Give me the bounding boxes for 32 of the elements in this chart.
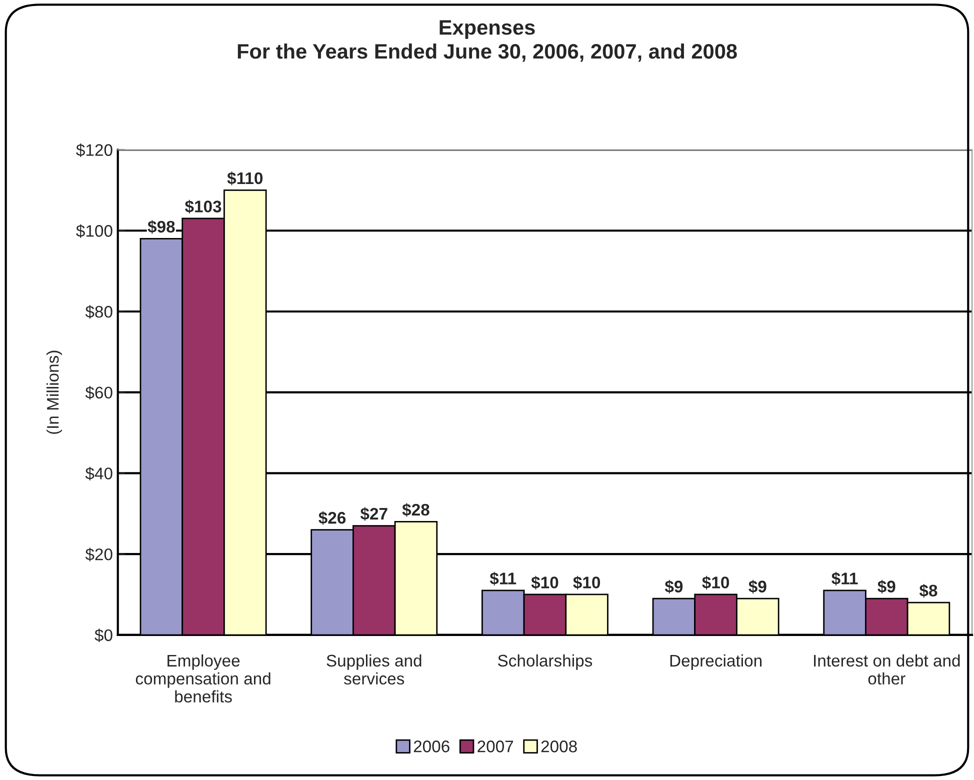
data-label: $110 — [227, 172, 263, 186]
y-tick-label: $120 — [76, 143, 112, 157]
x-tick-label: Supplies and services — [326, 654, 422, 685]
legend-label: 2007 — [478, 740, 514, 752]
x-tick-label: Interest on debt and other — [814, 654, 960, 685]
data-label: $10 — [702, 576, 730, 590]
data-label: $10 — [531, 576, 558, 590]
legend-label: 2006 — [414, 740, 450, 752]
x-tick-label: Employee compensation and benefits — [136, 654, 270, 703]
data-label: $26 — [318, 511, 346, 525]
y-tick-label: $0 — [94, 628, 112, 642]
data-label: $103 — [184, 200, 222, 214]
data-label: $11 — [490, 572, 516, 586]
y-tick-label: $20 — [85, 548, 112, 562]
x-tick-label: Scholarships — [498, 654, 592, 670]
data-label: $9 — [878, 580, 896, 594]
y-tick-label: $100 — [76, 224, 112, 238]
x-tick-label: Depreciation — [670, 654, 762, 670]
data-label: $10 — [573, 576, 600, 590]
data-label: $98 — [148, 220, 175, 234]
y-tick-label: $40 — [85, 466, 112, 480]
y-tick-label: $80 — [85, 305, 112, 319]
y-tick-label: $60 — [85, 386, 112, 400]
data-label: $9 — [748, 580, 766, 594]
data-label: $27 — [360, 507, 388, 521]
data-label: $9 — [664, 580, 683, 594]
legend-label: 2008 — [541, 740, 577, 752]
data-label: $11 — [832, 572, 858, 586]
y-axis-title: (In Millions) — [46, 350, 62, 434]
chart-title: Expenses For the Years Ended June 30, 2006, 2007, and 2008 — [238, 20, 737, 62]
data-label: $28 — [402, 503, 430, 517]
data-label: $8 — [919, 584, 938, 598]
